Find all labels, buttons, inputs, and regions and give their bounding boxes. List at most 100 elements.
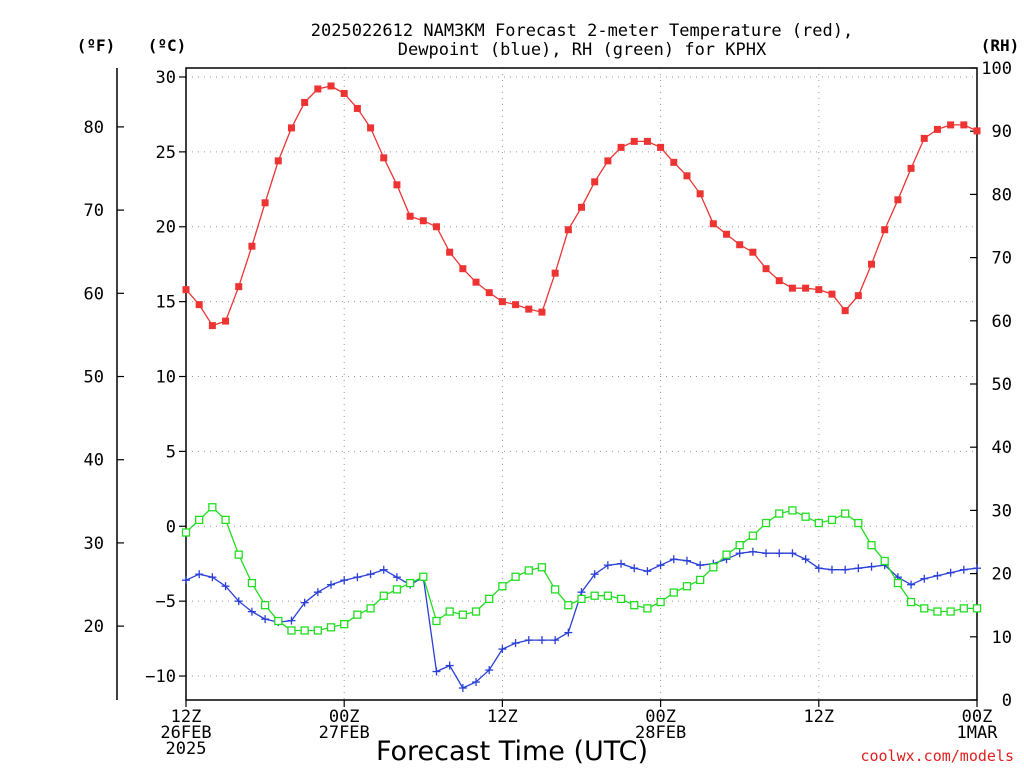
dewpoint-point (537, 636, 546, 645)
celsius-tick-label: 30 (156, 68, 176, 88)
temperature-point (657, 143, 665, 151)
temperature-point (525, 305, 533, 313)
dewpoint-point (854, 564, 863, 573)
time-tick-label: 27FEB (319, 723, 370, 743)
dewpoint-point (208, 573, 217, 582)
time-tick-label: 00Z (962, 707, 993, 727)
temperature-point (406, 212, 414, 220)
celsius-axis-label: (ºC) (148, 36, 187, 55)
dewpoint-point (485, 666, 494, 675)
fahrenheit-axis: 20 30 40 50 60 70 80 (84, 118, 124, 637)
temperature-point (933, 125, 941, 133)
rh-point (616, 594, 626, 604)
celsius-tick-label: 15 (156, 293, 176, 313)
temperature-point (248, 242, 256, 250)
temperature-point (261, 199, 269, 207)
dewpoint-point (366, 570, 375, 579)
temperature-point (815, 286, 823, 294)
rh-point (630, 601, 639, 610)
rh-point (827, 515, 837, 525)
dewpoint-point (458, 684, 467, 693)
temperature-point (683, 172, 691, 180)
fahrenheit-tick-label: 80 (84, 118, 104, 138)
dewpoint-point (524, 636, 533, 645)
chart-title-line2: Dewpoint (blue), RH (green) for KPHX (398, 40, 767, 60)
temperature-point (446, 248, 454, 256)
dewpoint-point (946, 568, 955, 577)
dewpoint-point (920, 574, 929, 583)
celsius-tick-label: 25 (156, 143, 176, 163)
temperature-point (854, 292, 862, 300)
rh-point (775, 509, 784, 518)
rh-point (511, 572, 520, 581)
celsius-tick-label: 20 (156, 218, 176, 238)
rh-point (181, 528, 191, 537)
rh-point (854, 518, 863, 528)
rh-point (498, 582, 507, 591)
temperature-point (301, 98, 309, 106)
fahrenheit-tick-label: 20 (84, 617, 104, 637)
celsius-tick-label: −10 (145, 667, 176, 687)
temperature-point (380, 154, 388, 162)
rh-point (603, 591, 613, 600)
temperature-point (564, 226, 572, 234)
rh-point (656, 597, 665, 607)
rh-point (920, 604, 929, 613)
rh-tick-label: 100 (981, 59, 1012, 79)
temperature-point (459, 265, 467, 273)
temperature-point (736, 241, 744, 249)
temperature-point (828, 290, 836, 298)
rh-point (590, 591, 599, 600)
rh-point (524, 566, 533, 575)
rh-tick-label: 10 (992, 628, 1012, 648)
dewpoint-point (195, 570, 204, 579)
temperature-point (287, 124, 295, 132)
rh-point (392, 585, 402, 594)
rh-axis-label: (RH) (981, 36, 1020, 55)
temperature-point (841, 307, 849, 315)
rh-point (353, 610, 362, 619)
rh-point (458, 610, 468, 619)
rh-point (221, 515, 230, 525)
temperature-point (907, 164, 915, 172)
dewpoint-point (907, 580, 916, 589)
x-axis-label: Forecast Time (UTC) (376, 736, 648, 767)
temperature-point (367, 124, 375, 132)
dewpoint-point (775, 549, 784, 558)
rh-tick-label: 70 (992, 249, 1012, 269)
rh-point (669, 588, 678, 597)
series-layer (181, 82, 982, 693)
temperature-point (551, 269, 559, 277)
rh-tick-label: 50 (992, 375, 1012, 395)
rh-tick-label: 0 (1002, 691, 1012, 711)
temperature-point (802, 284, 810, 292)
time-tick-label: 00Z (329, 707, 360, 727)
rh-tick-label: 80 (992, 185, 1012, 205)
dewpoint-point (643, 567, 652, 576)
temperature-point (788, 284, 796, 292)
rh-point (195, 515, 204, 525)
temperature-point (617, 143, 625, 151)
rh-point (300, 626, 309, 635)
dewpoint-point (735, 549, 744, 558)
time-tick-label: 12Z (803, 707, 834, 727)
rh-point (788, 506, 797, 515)
dewpoint-point (801, 555, 810, 564)
rh-point (485, 594, 494, 604)
temperature-point (591, 178, 599, 186)
rh-point (696, 575, 705, 585)
rh-point (933, 607, 942, 616)
rh-point (709, 563, 718, 572)
rh-point (340, 620, 349, 629)
rh-point (405, 578, 415, 588)
rh-tick-label: 40 (992, 438, 1012, 458)
rh-point (471, 607, 481, 616)
dewpoint-point (379, 565, 388, 574)
rh-point (564, 601, 573, 610)
temperature-point (353, 104, 361, 112)
temperature-point (775, 277, 783, 285)
celsius-tick-label: 5 (166, 442, 176, 462)
dewpoint-point (827, 565, 836, 574)
